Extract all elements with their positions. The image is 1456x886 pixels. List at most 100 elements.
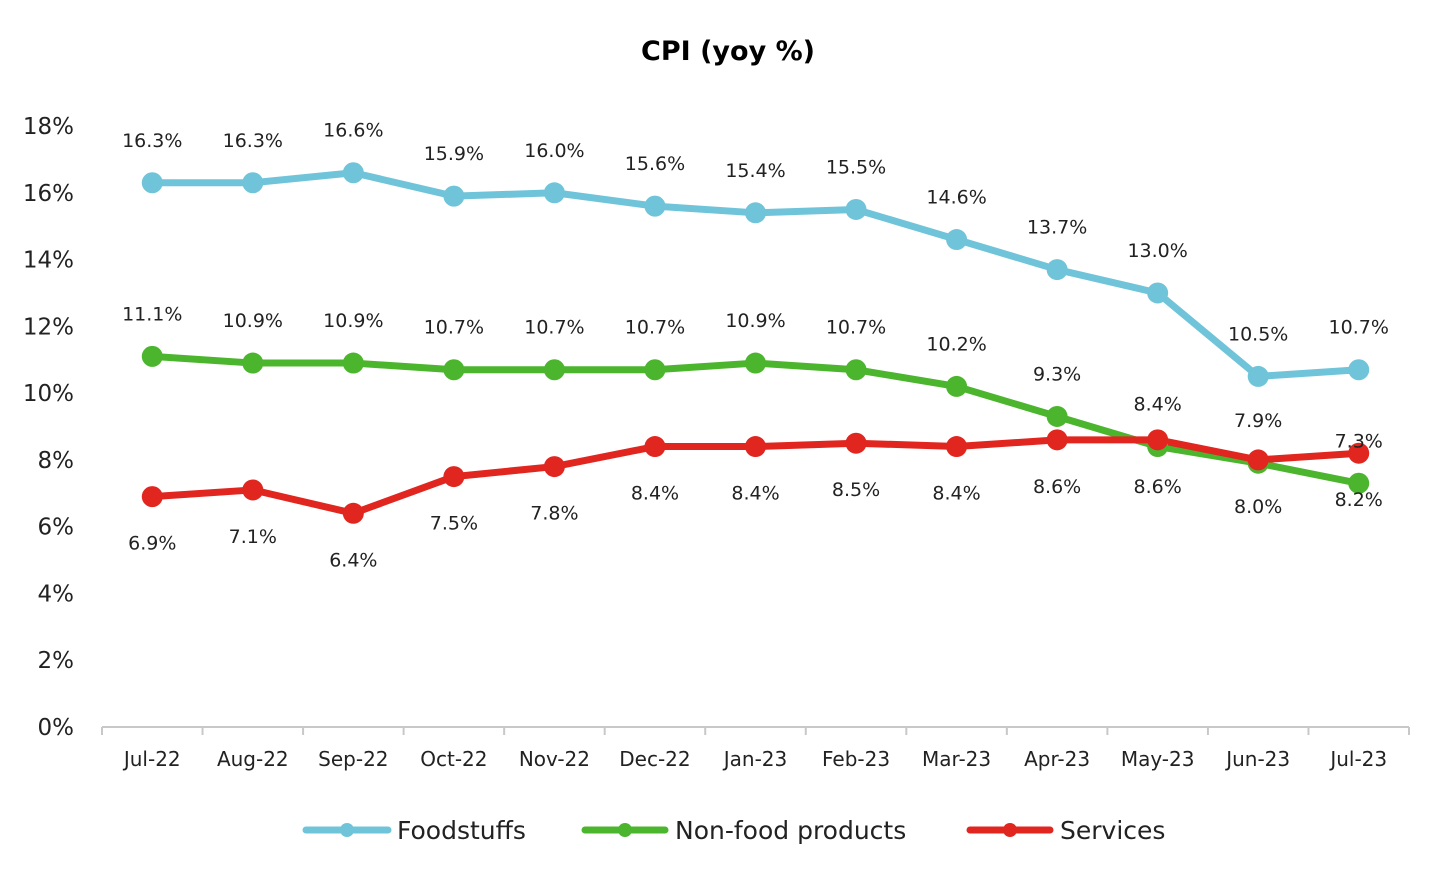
data-label-2: 8.0% [1234,496,1282,518]
data-label-0: 16.3% [223,130,283,152]
data-point-0 [141,172,163,194]
data-label-1: 11.1% [122,303,182,325]
x-tick-label: Aug-22 [217,747,289,771]
data-label-0: 15.6% [625,153,685,175]
y-tick-label: 18% [23,114,74,140]
data-label-2: 8.4% [731,483,779,505]
data-point-0 [845,198,867,220]
data-label-0: 14.6% [926,187,986,209]
data-point-1 [141,345,163,367]
data-point-1 [644,359,666,381]
data-label-2: 8.4% [932,483,980,505]
y-tick-label: 4% [38,581,75,607]
data-point-0 [1247,365,1269,387]
data-point-2 [1046,429,1068,451]
legend-label: Non-food products [675,816,906,845]
legend-swatch-marker [1003,823,1017,837]
data-label-2: 8.4% [631,483,679,505]
y-tick-label: 12% [23,314,74,340]
legend-label: Foodstuffs [397,816,526,845]
data-label-0: 15.5% [826,156,886,178]
data-point-2 [1348,442,1370,464]
x-tick-label: Jan-23 [722,747,788,771]
data-label-1: 10.9% [223,310,283,332]
data-label-2: 8.2% [1335,489,1383,511]
x-tick-label: Jul-22 [122,747,181,771]
y-tick-label: 2% [38,648,75,674]
data-label-2: 8.5% [832,479,880,501]
data-point-2 [443,466,465,488]
x-tick-label: Jul-23 [1328,747,1387,771]
data-point-2 [1247,449,1269,471]
legend-label: Services [1060,816,1165,845]
x-tick-label: Oct-22 [420,747,487,771]
data-label-0: 13.0% [1127,240,1187,262]
data-label-0: 10.7% [1329,317,1389,339]
legend-swatch-marker [340,823,354,837]
y-tick-label: 0% [38,715,75,741]
x-tick-label: Apr-23 [1024,747,1090,771]
data-point-0 [1147,282,1169,304]
data-label-1: 8.4% [1134,394,1182,416]
data-label-1: 9.3% [1033,363,1081,385]
data-point-0 [644,195,666,217]
y-tick-label: 16% [23,181,74,207]
y-tick-label: 8% [38,448,75,474]
x-tick-label: Sep-22 [318,747,388,771]
data-label-2: 8.6% [1134,476,1182,498]
x-tick-label: Mar-23 [922,747,991,771]
data-point-1 [443,359,465,381]
data-point-0 [1348,359,1370,381]
chart-title: CPI (yoy %) [641,36,815,67]
data-label-0: 13.7% [1027,217,1087,239]
data-point-2 [644,436,666,458]
series-line-1 [148,352,1363,487]
data-point-0 [946,229,968,251]
data-point-1 [745,352,766,374]
y-tick-label: 10% [23,381,74,407]
data-point-1 [1348,472,1370,494]
y-tick-label: 6% [38,515,75,541]
data-label-2: 6.9% [128,533,176,555]
data-point-1 [1046,405,1068,427]
y-tick-label: 14% [23,248,74,274]
data-point-1 [845,359,867,381]
x-tick-label: Dec-22 [619,747,690,771]
data-point-0 [1046,259,1068,281]
data-label-1: 7.9% [1234,410,1282,432]
data-label-1: 10.7% [524,317,584,339]
data-label-1: 10.7% [424,317,484,339]
data-point-0 [745,202,766,224]
data-label-2: 6.4% [329,549,377,571]
x-tick-label: Jun-23 [1224,747,1290,771]
data-label-1: 7.3% [1335,430,1383,452]
data-point-2 [543,456,565,478]
x-tick-label: Feb-23 [822,747,890,771]
data-point-0 [443,185,465,207]
data-label-0: 15.4% [725,160,785,182]
data-label-0: 16.6% [323,120,383,142]
data-label-1: 10.7% [625,317,685,339]
data-label-1: 10.9% [725,310,785,332]
data-label-0: 10.5% [1228,323,1288,345]
data-point-1 [543,359,565,381]
data-label-2: 8.6% [1033,476,1081,498]
data-label-2: 7.8% [530,503,578,525]
data-label-0: 15.9% [424,143,484,165]
data-point-2 [141,486,163,508]
x-tick-label: Nov-22 [519,747,590,771]
data-label-2: 7.5% [430,513,478,535]
data-label-0: 16.3% [122,130,182,152]
data-label-0: 16.0% [524,140,584,162]
data-label-1: 10.9% [323,310,383,332]
data-point-0 [543,182,565,204]
data-point-2 [745,436,766,458]
data-point-2 [242,479,264,501]
data-point-1 [242,352,264,374]
legend-swatch-marker [618,823,632,837]
data-point-0 [342,162,364,184]
data-point-2 [1147,429,1169,451]
data-point-1 [946,375,968,397]
